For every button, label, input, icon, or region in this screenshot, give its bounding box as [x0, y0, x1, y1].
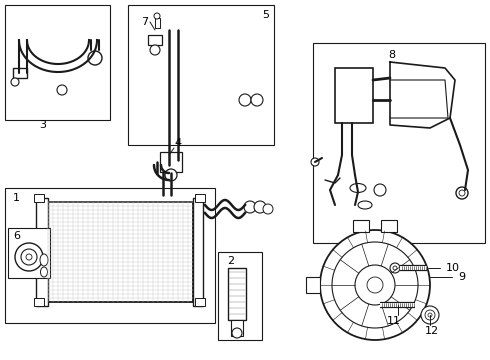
Ellipse shape: [40, 254, 48, 266]
Circle shape: [251, 94, 263, 106]
Bar: [353, 220, 369, 232]
Bar: [155, 18, 160, 28]
Circle shape: [355, 265, 395, 305]
Circle shape: [425, 310, 435, 320]
Bar: [195, 194, 205, 202]
Text: 5: 5: [262, 10, 269, 20]
Text: 1: 1: [13, 193, 20, 203]
Bar: [218, 252, 262, 340]
Circle shape: [254, 201, 266, 213]
Text: 2: 2: [227, 256, 234, 266]
Circle shape: [390, 263, 400, 273]
Circle shape: [374, 184, 386, 196]
Bar: [335, 68, 373, 123]
Bar: [8, 228, 50, 278]
Bar: [34, 298, 44, 306]
Circle shape: [428, 313, 432, 317]
Bar: [160, 152, 182, 172]
Circle shape: [154, 13, 160, 19]
Ellipse shape: [350, 184, 366, 193]
Circle shape: [459, 190, 465, 196]
Ellipse shape: [358, 201, 372, 209]
Bar: [128, 5, 274, 145]
Circle shape: [456, 187, 468, 199]
Circle shape: [26, 254, 32, 260]
Text: 9: 9: [458, 272, 465, 282]
Circle shape: [421, 306, 439, 324]
Text: 11: 11: [387, 316, 401, 326]
Bar: [313, 43, 485, 243]
Circle shape: [367, 277, 383, 293]
Bar: [195, 298, 205, 306]
Circle shape: [393, 266, 397, 270]
Circle shape: [11, 78, 19, 86]
Bar: [193, 198, 203, 306]
Circle shape: [244, 201, 256, 213]
Bar: [381, 220, 397, 232]
Bar: [306, 277, 320, 293]
Bar: [48, 202, 193, 302]
Text: 8: 8: [389, 50, 395, 60]
Ellipse shape: [41, 267, 48, 277]
Circle shape: [150, 45, 160, 55]
Circle shape: [15, 243, 43, 271]
Text: 4: 4: [174, 138, 182, 148]
Bar: [231, 320, 243, 336]
Text: 7: 7: [141, 17, 148, 27]
Circle shape: [57, 85, 67, 95]
Circle shape: [165, 169, 177, 181]
Bar: [5, 188, 215, 323]
Bar: [13, 68, 27, 78]
Bar: [34, 194, 44, 202]
Bar: [5, 5, 110, 120]
Text: 12: 12: [425, 326, 439, 336]
Bar: [36, 198, 48, 306]
Text: 3: 3: [40, 120, 47, 130]
Text: 6: 6: [13, 231, 20, 241]
Circle shape: [88, 51, 102, 65]
Circle shape: [239, 94, 251, 106]
Bar: [148, 35, 162, 45]
Circle shape: [232, 328, 242, 338]
Circle shape: [263, 204, 273, 214]
Text: 10: 10: [446, 263, 460, 273]
Circle shape: [21, 249, 37, 265]
Circle shape: [311, 158, 319, 166]
Circle shape: [320, 230, 430, 340]
Circle shape: [332, 242, 418, 328]
Bar: [228, 268, 246, 320]
